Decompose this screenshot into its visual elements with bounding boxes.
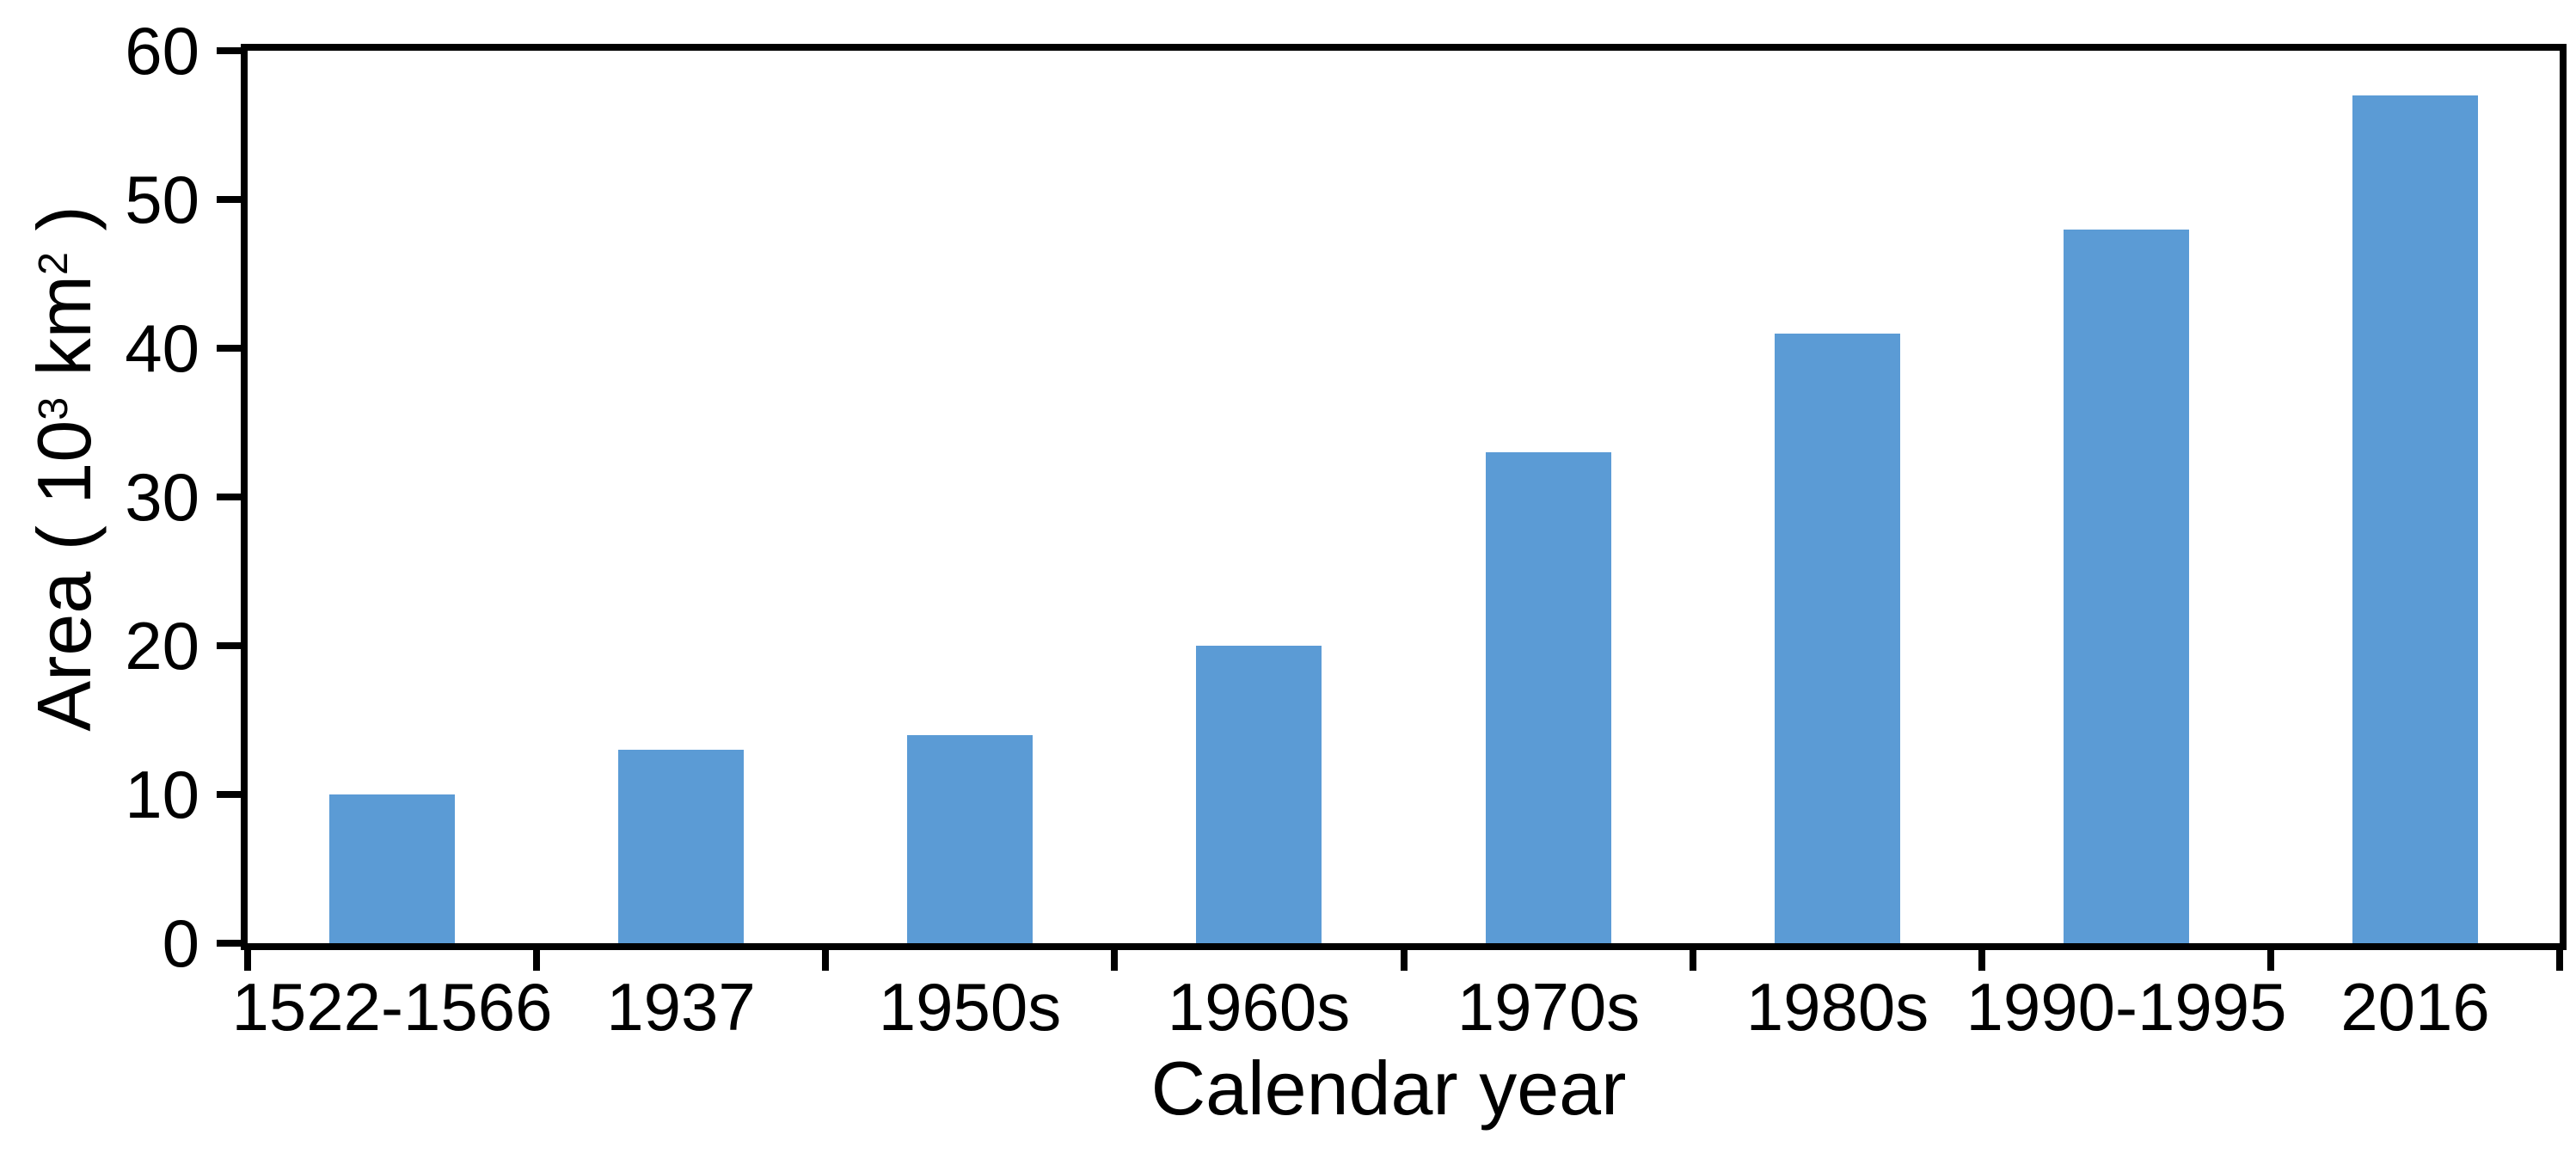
y-tick-label: 60 xyxy=(125,13,199,89)
x-tick xyxy=(822,950,829,971)
x-tick-label: 1990-1995 xyxy=(1966,969,2287,1045)
bar xyxy=(1486,452,1611,943)
x-tick-label: 1970s xyxy=(1457,969,1641,1045)
y-tick xyxy=(217,642,241,649)
y-tick-label: 40 xyxy=(125,310,199,386)
y-axis-title-text: ) xyxy=(21,205,107,253)
y-tick xyxy=(217,791,241,798)
y-tick-label: 20 xyxy=(125,608,199,684)
bars-layer xyxy=(248,51,2560,943)
y-axis-title-superscript: 3 xyxy=(30,396,77,420)
x-tick-label: 1950s xyxy=(878,969,1062,1045)
x-tick xyxy=(1111,950,1118,971)
y-tick-label: 50 xyxy=(125,162,199,237)
x-tick xyxy=(2267,950,2274,971)
y-axis-title-text: km xyxy=(21,275,107,397)
x-tick-label: 1522-1566 xyxy=(231,969,553,1045)
y-axis-title-text: Area ( 10 xyxy=(21,420,107,732)
bar xyxy=(618,750,744,943)
y-tick-label: 30 xyxy=(125,459,199,535)
y-axis-title: Area ( 103 km2 ) xyxy=(21,205,118,732)
y-tick xyxy=(217,494,241,500)
x-tick xyxy=(1690,950,1696,971)
x-tick xyxy=(244,950,251,971)
y-tick-label: 0 xyxy=(162,905,199,981)
y-tick-label: 10 xyxy=(125,757,199,832)
x-tick xyxy=(1401,950,1408,971)
bar xyxy=(329,794,455,943)
bar xyxy=(907,735,1033,943)
x-tick-label: 1980s xyxy=(1745,969,1929,1045)
x-axis-title: Calendar year xyxy=(1150,1046,1627,1131)
x-tick-label: 1960s xyxy=(1167,969,1351,1045)
plot-area xyxy=(241,44,2567,950)
x-tick xyxy=(1978,950,1985,971)
x-tick-label: 1937 xyxy=(606,969,756,1045)
bar xyxy=(1775,334,1900,943)
bar xyxy=(1196,646,1322,943)
bar xyxy=(2352,95,2478,943)
x-tick xyxy=(533,950,540,971)
y-tick xyxy=(217,47,241,54)
bar xyxy=(2064,230,2189,943)
y-tick xyxy=(217,940,241,947)
x-tick-label: 2016 xyxy=(2340,969,2490,1045)
y-tick xyxy=(217,345,241,352)
y-axis-title-superscript: 2 xyxy=(30,252,77,276)
y-tick xyxy=(217,196,241,203)
x-tick xyxy=(2556,950,2563,971)
